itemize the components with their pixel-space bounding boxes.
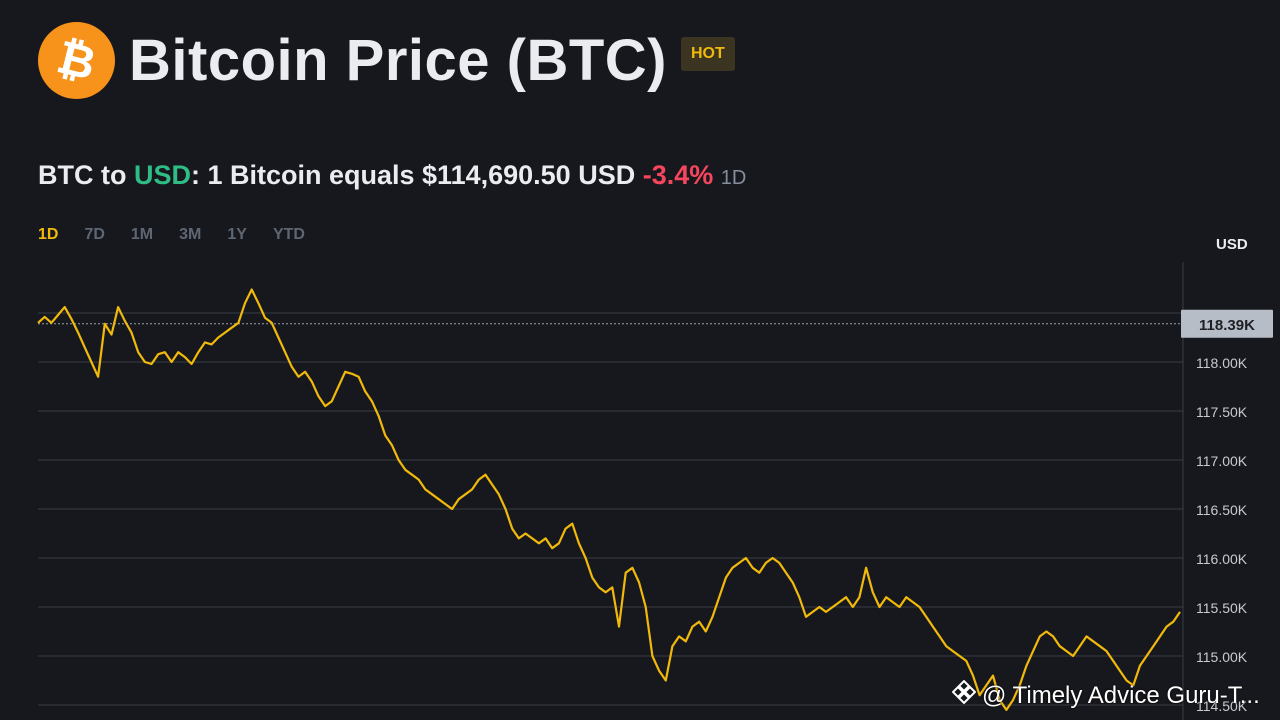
change-period: 1D — [720, 167, 747, 189]
price-change: -3.4% — [642, 160, 714, 190]
y-tick-label: 115.50K — [1196, 600, 1248, 616]
conversion-text: : 1 Bitcoin equals $114,690.50 USD — [191, 160, 643, 190]
y-tick-label: 116.50K — [1196, 502, 1248, 518]
axis-unit-label: USD — [1216, 236, 1248, 253]
tab-1m[interactable]: 1M — [130, 226, 154, 243]
tab-1d[interactable]: 1D — [38, 226, 59, 243]
timeframe-tabs: 1D 7D 1M 3M 1Y YTD — [38, 226, 331, 244]
tab-3m[interactable]: 3M — [179, 226, 202, 243]
y-tick-label: 115.00K — [1196, 649, 1248, 665]
tab-1y[interactable]: 1Y — [227, 226, 247, 243]
hot-badge: HOT — [681, 36, 735, 71]
conversion-prefix: BTC to — [38, 160, 134, 190]
y-tick-label: 116.00K — [1196, 551, 1248, 567]
watermark: @ Timely Advice Guru-T... — [951, 679, 1260, 711]
conversion-summary: BTC to USD: 1 Bitcoin equals $114,690.50… — [38, 160, 746, 191]
binance-diamond-icon — [951, 679, 977, 711]
y-tick-label: 117.50K — [1196, 404, 1248, 420]
header: ₿ Bitcoin Price (BTC) HOT — [38, 22, 735, 99]
price-line — [37, 288, 1181, 711]
current-price-label: 118.39K — [1199, 317, 1255, 334]
current-price-box — [1181, 309, 1273, 338]
y-tick-label: 118.00K — [1196, 355, 1248, 371]
tab-7d[interactable]: 7D — [84, 226, 105, 243]
y-tick-label: 114.50K — [1196, 698, 1248, 714]
tab-ytd[interactable]: YTD — [272, 226, 305, 243]
y-tick-label: 117.00K — [1196, 453, 1248, 469]
usd-link[interactable]: USD — [133, 160, 191, 190]
bitcoin-logo-icon: ₿ — [38, 22, 115, 99]
watermark-text: @ Timely Advice Guru-T... — [982, 681, 1260, 709]
page-title: Bitcoin Price (BTC) — [129, 27, 667, 93]
bitcoin-logo-svg: ₿ — [38, 22, 115, 99]
